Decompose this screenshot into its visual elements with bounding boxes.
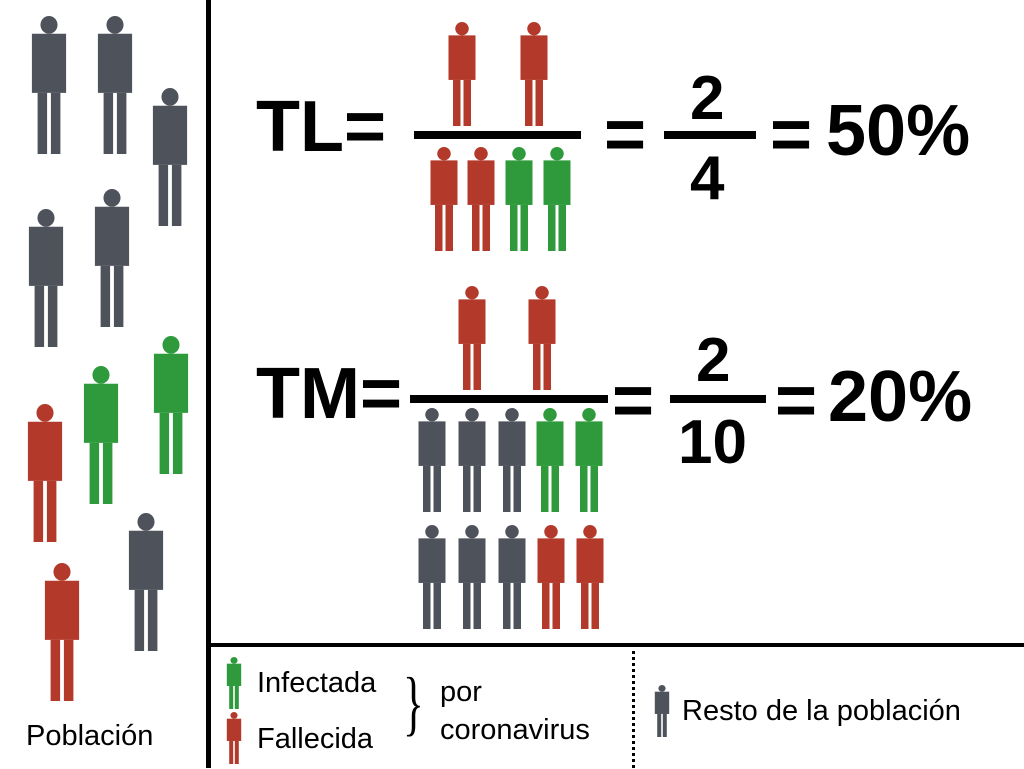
legend-por-label: por (440, 676, 482, 708)
tm-numerator-deceased-person-icon (457, 286, 487, 395)
tm-equals-1: = (612, 361, 655, 441)
legend-dotted-divider (632, 651, 635, 768)
tm-result: 20% (828, 357, 973, 437)
legend-deceased-label: Fallecida (257, 723, 374, 755)
tl-numerator: 2 (690, 64, 725, 133)
tl-denominator: 4 (690, 144, 725, 213)
tm-numerator-deceased-person-icon (527, 286, 557, 395)
tm-numerator: 2 (696, 326, 731, 395)
legend-infected-person-icon (226, 657, 242, 714)
population-rest-person-icon (96, 16, 134, 159)
legend-infected-label: Infectada (257, 667, 377, 699)
left-divider (206, 0, 211, 768)
legend-deceased-person-icon (226, 712, 242, 769)
tm-denominator-infected-person-icon (535, 408, 565, 517)
tl-denominator-deceased-person-icon (466, 147, 496, 256)
tm-denominator-deceased-person-icon (536, 525, 566, 634)
tm-denominator-rest-person-icon (457, 408, 487, 517)
tm-denominator-rest-person-icon (417, 525, 447, 634)
tl-denominator-infected-person-icon (542, 147, 572, 256)
population-deceased-person-icon (43, 563, 81, 706)
tm-denominator-infected-person-icon (574, 408, 604, 517)
tm-denominator: 10 (678, 408, 747, 477)
legend-rest-person-icon (654, 685, 670, 742)
tm-fraction-bar (410, 395, 608, 403)
population-deceased-person-icon (26, 404, 64, 547)
tm-label: TM= (256, 354, 403, 434)
tm-equals-2: = (775, 361, 818, 441)
tm-denominator-rest-person-icon (497, 408, 527, 517)
legend-brace: } (403, 663, 424, 743)
legend-coronavirus-label: coronavirus (440, 714, 590, 746)
tl-numerator-deceased-person-icon (447, 22, 477, 131)
tm-result-bar (670, 395, 766, 403)
tm-denominator-deceased-person-icon (575, 525, 605, 634)
population-label: Población (26, 720, 154, 752)
tl-denominator-deceased-person-icon (429, 147, 459, 256)
tl-denominator-infected-person-icon (504, 147, 534, 256)
population-rest-person-icon (30, 16, 68, 159)
tl-equals-2: = (770, 95, 813, 175)
bottom-divider (206, 643, 1024, 647)
tm-denominator-rest-person-icon (417, 408, 447, 517)
legend-rest-label: Resto de la población (682, 695, 961, 727)
tm-denominator-rest-person-icon (497, 525, 527, 634)
population-infected-person-icon (152, 336, 190, 479)
tl-fraction-bar (414, 131, 581, 139)
population-rest-person-icon (27, 209, 65, 352)
tl-result: 50% (826, 91, 971, 171)
tl-label: TL= (256, 87, 387, 167)
population-infected-person-icon (82, 366, 120, 509)
population-rest-person-icon (151, 88, 189, 231)
tl-result-bar (664, 131, 756, 139)
tl-numerator-deceased-person-icon (519, 22, 549, 131)
population-rest-person-icon (93, 189, 131, 332)
tm-denominator-rest-person-icon (457, 525, 487, 634)
tl-equals-1: = (604, 95, 647, 175)
population-rest-person-icon (127, 513, 165, 656)
